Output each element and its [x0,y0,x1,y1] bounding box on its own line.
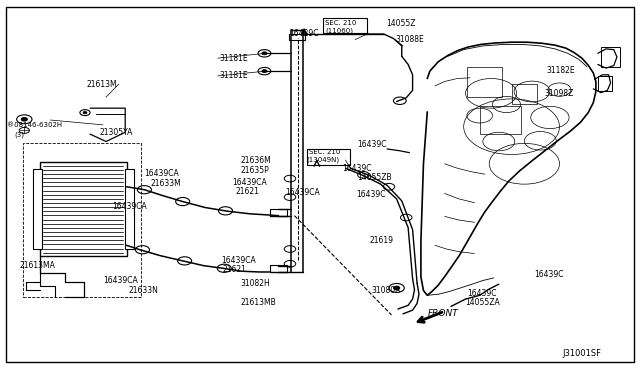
Circle shape [21,118,28,121]
Bar [289,34,305,39]
Text: (3): (3) [15,132,25,138]
Bar [598,76,612,92]
Text: 16439C: 16439C [289,29,319,38]
Text: 21305YA: 21305YA [100,128,133,137]
Text: 16439CA: 16439CA [221,256,256,264]
Text: (11060): (11060) [325,28,353,34]
Text: 14055ZB: 14055ZB [357,173,392,182]
Text: 14055ZA: 14055ZA [466,298,500,307]
Bar [23,143,141,297]
Text: 16439C: 16439C [467,289,497,298]
Text: 21633N: 21633N [129,286,158,295]
Text: 21613MB: 21613MB [240,298,276,307]
Text: 16439CA: 16439CA [145,169,179,177]
Text: 31080A: 31080A [371,286,401,295]
Text: J31001SF: J31001SF [563,349,602,358]
Circle shape [83,112,87,114]
Text: ®08146-6302H: ®08146-6302H [7,122,62,128]
Text: 21621: 21621 [236,187,260,196]
Text: 21636M: 21636M [240,156,271,165]
Text: (13049N): (13049N) [307,157,340,163]
Text: 21633M: 21633M [151,179,182,187]
Text: 16439C: 16439C [342,164,372,173]
Bar [511,84,537,105]
Text: SEC. 210: SEC. 210 [308,149,340,155]
Text: 21621: 21621 [223,265,247,274]
Text: 31181E: 31181E [219,71,248,80]
Text: 16439C: 16439C [356,190,385,199]
Bar [307,149,350,164]
Text: 16439CA: 16439CA [232,178,268,187]
Bar [40,162,127,256]
Circle shape [262,70,267,73]
Text: 21619: 21619 [370,236,394,246]
Text: 31181E: 31181E [219,54,248,62]
Circle shape [394,286,400,290]
Text: 21613MA: 21613MA [20,261,56,270]
Text: 31088E: 31088E [396,35,424,44]
Text: 21635P: 21635P [240,166,269,174]
Bar [601,47,620,67]
Bar [479,106,521,134]
Text: FRONT: FRONT [428,310,458,318]
Text: 16439C: 16439C [357,140,387,149]
Text: 16439C: 16439C [534,270,563,279]
Bar [323,18,367,33]
Bar [467,67,502,97]
Bar [33,169,42,249]
Text: 14055Z: 14055Z [386,19,415,28]
Text: 31182E: 31182E [547,66,575,75]
Text: 21613M: 21613M [87,80,118,89]
Text: 31082H: 31082H [240,279,270,288]
Bar [125,169,134,249]
Text: 16439CA: 16439CA [113,202,147,211]
Text: 16439CA: 16439CA [285,188,319,197]
Text: 31098Z: 31098Z [545,89,574,98]
Text: SEC. 210: SEC. 210 [325,20,356,26]
Text: 16439CA: 16439CA [103,276,138,285]
Circle shape [262,52,267,55]
